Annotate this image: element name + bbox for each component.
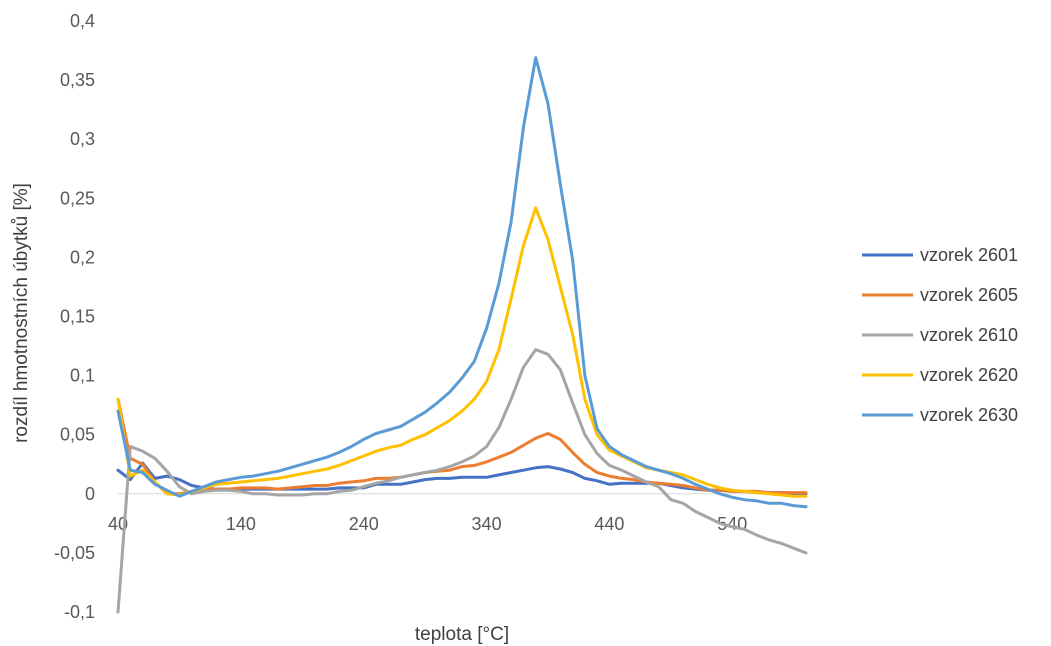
legend-item: vzorek 2630: [862, 405, 1018, 425]
y-tick-label: 0,3: [70, 129, 95, 149]
legend-item: vzorek 2620: [862, 365, 1018, 385]
x-tick-label: 440: [594, 514, 624, 534]
y-tick-label: 0,1: [70, 366, 95, 386]
series-lines: [116, 56, 808, 614]
y-tick-label: 0,4: [70, 11, 95, 31]
y-tick-label: 0,2: [70, 247, 95, 267]
y-tick-label: 0,25: [60, 188, 95, 208]
legend-label: vzorek 2605: [920, 285, 1018, 305]
y-tick-label: 0: [85, 484, 95, 504]
y-tick-label: -0,05: [54, 543, 95, 563]
y-axis-tick-labels: -0,1 -0,05 0 0,05 0,1 0,15 0,2 0,25 0,3 0,35 0,4: [54, 11, 95, 622]
x-tick-label: 140: [226, 514, 256, 534]
x-tick-label: 340: [472, 514, 502, 534]
series-line-vzorek-2620: [116, 206, 808, 498]
legend-item: vzorek 2601: [862, 245, 1018, 265]
legend-label: vzorek 2610: [920, 325, 1018, 345]
y-tick-label: -0,1: [64, 602, 95, 622]
series-line-vzorek-2605: [116, 397, 808, 496]
y-tick-label: 0,35: [60, 70, 95, 90]
legend-label: vzorek 2601: [920, 245, 1018, 265]
y-axis-title: rozdíl hmotnostních úbytků [%]: [11, 183, 32, 443]
x-axis-tick-labels: 40 140 240 340 440 540: [108, 514, 747, 534]
legend-label: vzorek 2620: [920, 365, 1018, 385]
legend-item: vzorek 2610: [862, 325, 1018, 345]
x-axis-title: teplota [°C]: [415, 624, 509, 645]
y-tick-label: 0,05: [60, 425, 95, 445]
legend-item: vzorek 2605: [862, 285, 1018, 305]
y-tick-label: 0,15: [60, 307, 95, 327]
series-line-vzorek-2610: [116, 348, 808, 614]
legend: vzorek 2601 vzorek 2605 vzorek 2610 vzorek …: [862, 245, 1018, 425]
series-line-vzorek-2630: [116, 56, 808, 509]
x-tick-label: 240: [349, 514, 379, 534]
legend-label: vzorek 2630: [920, 405, 1018, 425]
